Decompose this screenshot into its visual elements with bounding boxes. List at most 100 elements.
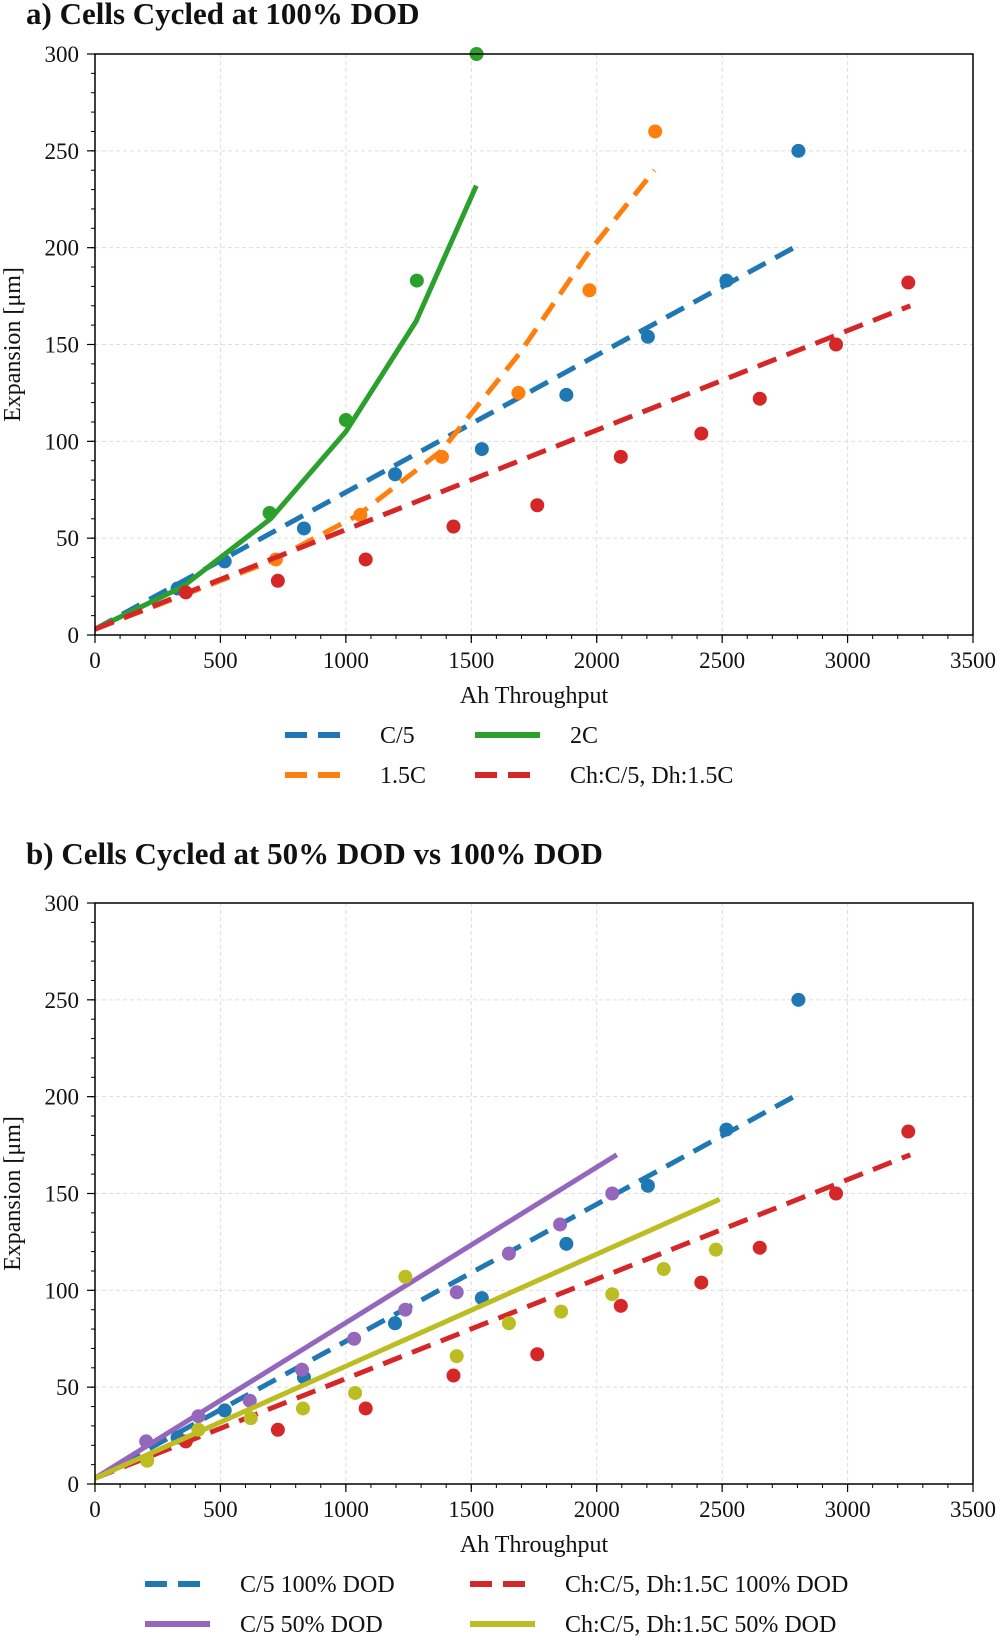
data-point [501,1246,516,1261]
y-tick-label: 150 [45,333,80,358]
data-point [446,519,461,534]
data-point [139,1434,154,1449]
data-point [243,1411,258,1426]
y-tick-label: 0 [68,1472,80,1497]
legend: C/5 100% DOD Ch:C/5, Dh:1.5C 100% DOD C/5 … [145,1572,848,1638]
fit-line [95,1152,619,1481]
x-tick-label: 3500 [950,648,996,673]
data-point [296,521,311,536]
legend-label: C/5 [380,723,415,749]
legend-label: 2C [570,723,598,749]
data-point [191,1422,206,1437]
legend-item: Ch:C/5, Dh:1.5C [475,763,733,789]
data-point [446,1368,461,1383]
chart-title: a) Cells Cycled at 100% DOD [26,0,419,31]
data-point [434,449,449,464]
y-tick-label: 150 [45,1182,80,1207]
legend-label: Ch:C/5, Dh:1.5C 100% DOD [565,1572,848,1598]
data-point [605,1287,620,1302]
data-point [829,337,844,352]
x-tick-label: 3500 [950,1497,996,1522]
data-point [474,442,489,457]
data-point [217,1403,232,1418]
legend-item: Ch:C/5, Dh:1.5C 100% DOD [470,1572,848,1598]
data-point [791,992,806,1007]
x-tick-label: 500 [203,648,238,673]
x-tick-label: 1000 [323,648,369,673]
data-point [648,124,663,139]
data-point [752,1240,767,1255]
data-point [719,1122,734,1137]
data-point [559,1236,574,1251]
legend-item: C/5 100% DOD [145,1572,395,1598]
series-c-5 [95,143,806,632]
y-tick-label: 300 [45,891,80,916]
series-c-5-100-dod [95,992,806,1481]
axes-frame [94,53,974,636]
fit-line [95,1197,721,1481]
data-point [554,1304,569,1319]
legend-label: Ch:C/5, Dh:1.5C 50% DOD [565,1612,836,1638]
legend: C/5 2C 1.5C Ch:C/5, Dh:1.5C [285,723,733,789]
x-tick-label: 3000 [825,1497,871,1522]
y-tick-label: 100 [45,429,80,454]
data-point [270,573,285,588]
series-ch-c-5-dh-1-5c-100-dod [95,1124,916,1481]
fit-line [95,1092,799,1481]
data-point [613,1298,628,1313]
data-point [553,1217,568,1232]
legend-item: 1.5C [285,763,426,789]
data-point [242,1393,257,1408]
legend-label: C/5 100% DOD [240,1572,395,1598]
data-point [559,387,574,402]
y-tick-label: 100 [45,1278,80,1303]
legend-label: C/5 50% DOD [240,1612,383,1638]
data-point [178,585,193,600]
data-point [347,1331,362,1346]
data-point [270,1422,285,1437]
data-point [640,1178,655,1193]
legend-label: Ch:C/5, Dh:1.5C [570,763,733,789]
x-tick-label: 3000 [825,648,871,673]
y-tick-label: 200 [45,1085,80,1110]
legend-item: 2C [475,723,598,749]
data-point [708,1242,723,1257]
fit-line [95,1152,912,1481]
data-point [582,283,597,298]
x-axis-label: Ah Throughput [460,1532,609,1558]
y-tick-label: 50 [56,1375,79,1400]
y-axis-label: Expansion [μm] [0,1116,26,1271]
data-point [262,505,277,520]
data-point [501,1316,516,1331]
legend-item: C/5 [285,723,415,749]
x-tick-label: 1500 [448,648,494,673]
data-point [388,467,403,482]
data-point [140,1453,155,1468]
data-point [530,498,545,513]
data-point [901,275,916,290]
data-point [613,449,628,464]
data-point [409,273,424,288]
data-point [295,1401,310,1416]
data-point [294,1362,309,1377]
data-point [358,1401,373,1416]
data-point [530,1347,545,1362]
series-ch-c-5-dh-1-5c-50-dod [95,1197,723,1481]
x-tick-label: 2500 [699,648,745,673]
y-axis-label: Expansion [μm] [0,267,26,422]
y-tick-label: 300 [45,42,80,67]
data-point [605,1186,620,1201]
y-tick-label: 50 [56,526,79,551]
data-point [338,413,353,428]
data-point [640,329,655,344]
data-point [398,1302,413,1317]
data-point [449,1285,464,1300]
fit-line [95,184,479,632]
data-point [353,507,368,522]
data-point [752,391,767,406]
data-point [656,1262,671,1277]
data-point [191,1409,206,1424]
axes-frame [94,902,974,1485]
